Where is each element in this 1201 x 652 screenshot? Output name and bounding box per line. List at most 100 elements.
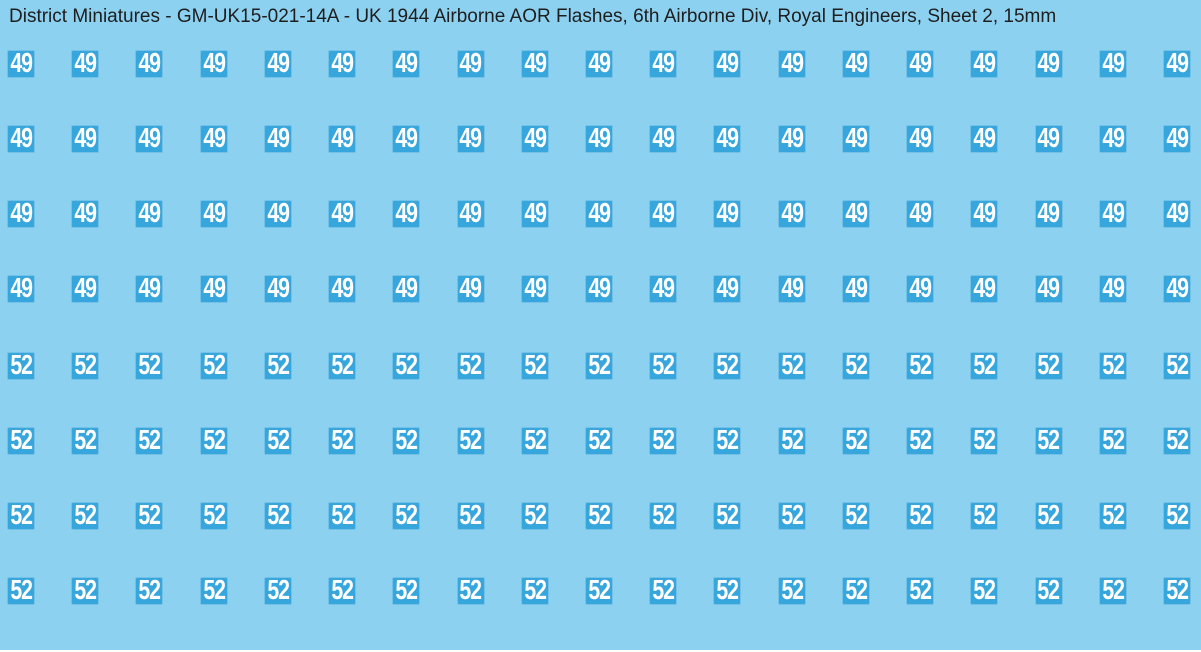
decal-chip-49: 49 xyxy=(649,125,678,153)
decal-number: 52 xyxy=(138,577,162,605)
decal-number: 52 xyxy=(652,577,675,605)
decal-chip-52: 52 xyxy=(328,502,357,530)
decal-number: 49 xyxy=(267,125,290,153)
decal-number: 49 xyxy=(845,200,868,228)
decal-number: 49 xyxy=(524,275,547,303)
decal-chip-52: 52 xyxy=(263,502,292,530)
decal-chip-49: 49 xyxy=(1098,275,1127,303)
decal-chip-52: 52 xyxy=(970,577,999,605)
decal-number: 49 xyxy=(716,50,740,78)
decal-chip-52: 52 xyxy=(970,502,999,530)
decal-number: 52 xyxy=(1102,502,1125,530)
decal-number: 49 xyxy=(588,125,611,153)
decal-chip-49: 49 xyxy=(7,275,35,303)
decal-number: 49 xyxy=(780,125,804,153)
decal-chip-52: 52 xyxy=(263,352,292,380)
decal-number: 49 xyxy=(1166,275,1189,303)
decal-number: 49 xyxy=(909,275,932,303)
decal-number: 52 xyxy=(973,352,997,380)
decal-chip-49: 49 xyxy=(199,125,228,153)
decal-row: 52 52 52 52 52 52 52 52 52 52 52 52 52 52 52 52 52 52 52 xyxy=(7,352,1191,380)
decal-chip-49: 49 xyxy=(328,275,357,303)
decal-chip-52: 52 xyxy=(970,352,999,380)
decal-number: 52 xyxy=(716,352,740,380)
decal-chip-52: 52 xyxy=(456,502,485,530)
decal-number: 49 xyxy=(973,125,997,153)
decal-number: 49 xyxy=(331,125,354,153)
decal-number: 52 xyxy=(973,427,997,455)
decal-chip-52: 52 xyxy=(7,577,35,605)
decal-number: 52 xyxy=(524,577,547,605)
decal-chip-52: 52 xyxy=(649,352,678,380)
decal-number: 52 xyxy=(1166,577,1189,605)
decal-chip-49: 49 xyxy=(649,275,678,303)
decal-number: 52 xyxy=(780,352,804,380)
decal-chip-49: 49 xyxy=(584,50,613,78)
decal-chip-49: 49 xyxy=(7,50,35,78)
decal-number: 49 xyxy=(459,125,483,153)
decal-chip-49: 49 xyxy=(71,50,100,78)
decal-number: 52 xyxy=(845,352,868,380)
decal-chip-49: 49 xyxy=(1098,125,1127,153)
decal-chip-52: 52 xyxy=(392,577,421,605)
decal-chip-52: 52 xyxy=(328,577,357,605)
decal-chip-52: 52 xyxy=(713,577,742,605)
decal-number: 49 xyxy=(780,50,804,78)
decal-chip-52: 52 xyxy=(841,577,870,605)
decal-chip-49: 49 xyxy=(7,200,35,228)
decal-chip-49: 49 xyxy=(1034,50,1063,78)
decal-chip-52: 52 xyxy=(135,502,164,530)
decal-number: 52 xyxy=(267,577,290,605)
decal-chip-52: 52 xyxy=(135,352,164,380)
decal-chip-49: 49 xyxy=(328,50,357,78)
decal-chip-49: 49 xyxy=(263,50,292,78)
decal-chip-49: 49 xyxy=(135,275,164,303)
decal-chip-52: 52 xyxy=(328,427,357,455)
decal-chip-49: 49 xyxy=(970,125,999,153)
decal-chip-52: 52 xyxy=(135,427,164,455)
decal-number: 52 xyxy=(716,577,740,605)
decal-chip-52: 52 xyxy=(1162,427,1191,455)
decal-chip-49: 49 xyxy=(392,125,421,153)
decal-number: 52 xyxy=(524,502,547,530)
decal-chip-52: 52 xyxy=(777,577,806,605)
decal-chip-52: 52 xyxy=(71,577,100,605)
decal-number: 49 xyxy=(459,200,483,228)
decal-number: 49 xyxy=(524,125,547,153)
decal-chip-49: 49 xyxy=(328,125,357,153)
decal-number: 49 xyxy=(331,50,354,78)
decal-number: 52 xyxy=(459,502,483,530)
sheet-title: District Miniatures - GM-UK15-021-14A - … xyxy=(9,6,1057,27)
decal-number: 49 xyxy=(652,275,675,303)
decal-chip-49: 49 xyxy=(713,125,742,153)
decal-number: 52 xyxy=(331,502,354,530)
decal-chip-49: 49 xyxy=(970,200,999,228)
decal-number: 52 xyxy=(202,577,226,605)
decal-number: 49 xyxy=(395,200,419,228)
decal-number: 52 xyxy=(395,427,419,455)
decal-chip-49: 49 xyxy=(456,275,485,303)
decal-number: 49 xyxy=(845,50,868,78)
decal-chip-49: 49 xyxy=(841,200,870,228)
decal-number: 49 xyxy=(845,275,868,303)
decal-chip-52: 52 xyxy=(1034,427,1063,455)
decal-number: 52 xyxy=(652,427,675,455)
decal-chip-49: 49 xyxy=(777,200,806,228)
decal-chip-52: 52 xyxy=(713,427,742,455)
decal-number: 52 xyxy=(1037,352,1061,380)
decal-chip-52: 52 xyxy=(970,427,999,455)
decal-chip-49: 49 xyxy=(7,125,35,153)
decal-chip-49: 49 xyxy=(71,200,100,228)
decal-chip-52: 52 xyxy=(1162,502,1191,530)
decal-number: 49 xyxy=(716,125,740,153)
decal-chip-49: 49 xyxy=(456,50,485,78)
decal-chip-49: 49 xyxy=(841,50,870,78)
decal-chip-52: 52 xyxy=(584,352,613,380)
decal-chip-52: 52 xyxy=(1098,502,1127,530)
decal-number: 49 xyxy=(588,200,611,228)
decal-number: 52 xyxy=(138,352,162,380)
decal-chip-49: 49 xyxy=(1162,50,1191,78)
decal-number: 49 xyxy=(909,125,932,153)
decal-chip-52: 52 xyxy=(392,427,421,455)
